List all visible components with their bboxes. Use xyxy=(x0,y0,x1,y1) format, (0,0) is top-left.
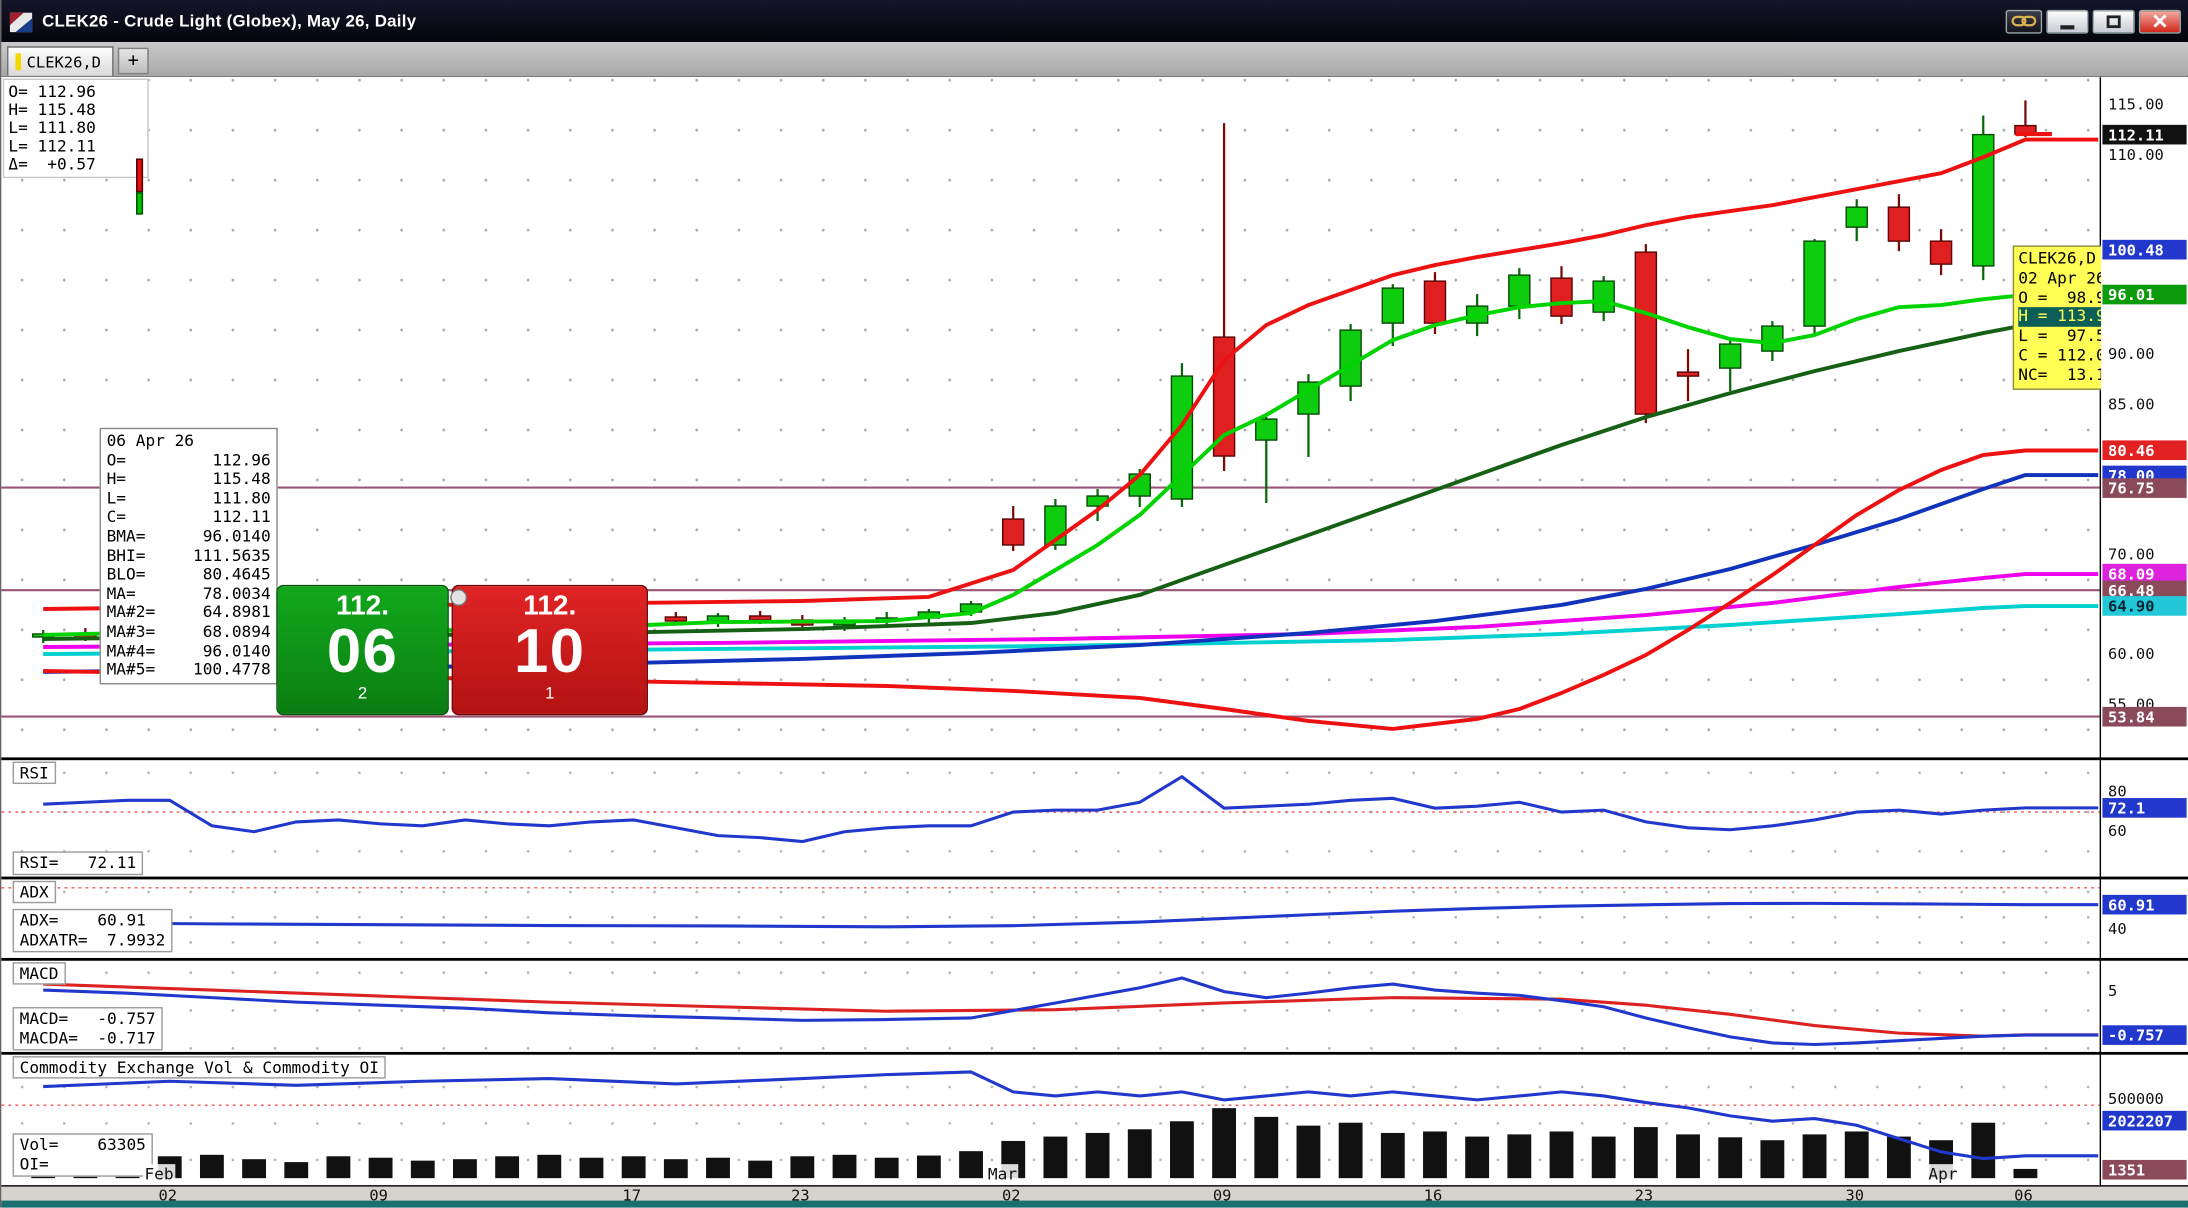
dom-drag-handle[interactable] xyxy=(450,589,468,606)
minimize-button[interactable] xyxy=(2046,9,2089,33)
volume-title: Commodity Exchange Vol & Commodity OI xyxy=(12,1056,386,1079)
quote-box: O= 112.96 H= 115.48 L= 111.80 L= 112.11 Δ= +… xyxy=(2,78,149,179)
ask-button[interactable]: 112. 10 1 xyxy=(451,584,648,716)
ask-price-prefix: 112. xyxy=(523,590,577,622)
rsi-panel[interactable]: RSI RSI= 72.11 xyxy=(1,757,2102,877)
panel-separator[interactable] xyxy=(1,1051,2188,1055)
adx-line xyxy=(43,901,2099,929)
adx-chart-canvas[interactable] xyxy=(1,877,2102,958)
tab-bar: CLEK26,D + xyxy=(1,42,2188,78)
candlesticks xyxy=(31,100,2037,643)
bollinger-low xyxy=(43,448,2099,731)
date-label: 09 xyxy=(369,1186,388,1205)
ma-magenta xyxy=(43,572,2099,649)
volume-chart-canvas[interactable] xyxy=(1,1052,2102,1185)
volume-oi-panel[interactable]: Commodity Exchange Vol & Commodity OI Vo… xyxy=(1,1051,2102,1186)
time-axis[interactable]: 02 09 17 23 02 09 16 23 30 06 xyxy=(1,1185,2188,1205)
rsi-title: RSI xyxy=(12,761,56,785)
date-label: 02 xyxy=(158,1186,178,1205)
axis-divider xyxy=(2099,77,2102,1204)
adx-title: ADX xyxy=(12,880,56,904)
ask-size: 1 xyxy=(545,683,555,703)
volume-readout: Vol= 63305 OI= xyxy=(12,1133,153,1177)
rsi-readout: RSI= 72.11 xyxy=(12,850,144,876)
panel-separator[interactable] xyxy=(1,876,2188,880)
tab-clek26d[interactable]: CLEK26,D xyxy=(7,46,114,76)
window-title: CLEK26 - Crude Light (Globex), May 26, D… xyxy=(42,11,417,31)
price-axis[interactable] xyxy=(2101,77,2188,1204)
bid-button[interactable]: 112. 06 2 xyxy=(276,584,449,716)
adx-panel[interactable]: ADX ADX= 60.91 ADXATR= 7.9932 xyxy=(1,876,2102,958)
ma-fast xyxy=(43,292,2099,637)
mini-candle-icon xyxy=(136,158,144,215)
date-label: 02 xyxy=(1001,1186,1021,1205)
rsi-line xyxy=(43,774,2099,844)
tab-label: CLEK26,D xyxy=(26,52,101,71)
macd-readout: MACD= -0.757 MACDA= -0.717 xyxy=(12,1007,163,1051)
date-label: 30 xyxy=(1845,1186,1865,1205)
link-icon[interactable] xyxy=(2005,9,2043,33)
bid-price-big: 06 xyxy=(326,617,399,686)
data-box[interactable]: 06 Apr 26 O= 112.96 H= 115.48 L= 111.80 C= 112.1… xyxy=(99,427,278,685)
window-bottom-edge xyxy=(1,1200,2188,1208)
ma-blue xyxy=(43,473,2099,674)
bollinger-high xyxy=(43,137,2099,611)
date-label: 17 xyxy=(622,1186,641,1205)
maximize-button[interactable] xyxy=(2092,9,2135,33)
macd-title: MACD xyxy=(12,962,66,985)
chart-tooltip: CLEK26,D02 Apr 26O = 98.92H = 113.97L = … xyxy=(2012,245,2102,390)
date-label: 09 xyxy=(1212,1186,1232,1205)
date-label: 23 xyxy=(791,1186,810,1205)
date-label: 06 xyxy=(2014,1186,2033,1205)
close-button[interactable] xyxy=(2138,9,2181,33)
adx-readout: ADX= 60.91 ADXATR= 7.9932 xyxy=(12,908,173,953)
macd-panel[interactable]: MACD MACD= -0.757 MACDA= -0.717 xyxy=(1,957,2102,1052)
date-label: 16 xyxy=(1423,1186,1443,1205)
add-tab-button[interactable]: + xyxy=(117,47,149,75)
macd-chart-canvas[interactable] xyxy=(1,958,2101,1052)
bid-price-prefix: 112. xyxy=(336,590,390,622)
macd-line xyxy=(43,976,2099,1047)
dom-trade-buttons: 112. 06 2 112. 10 1 xyxy=(276,584,648,716)
macd-signal-line xyxy=(43,982,2099,1038)
volume-bars xyxy=(31,1108,2038,1179)
panel-separator[interactable] xyxy=(1,757,2188,761)
main-price-panel[interactable]: O= 112.96 H= 115.48 L= 111.80 L= 112.11 Δ= +… xyxy=(1,77,2102,758)
ask-price-big: 10 xyxy=(514,617,586,686)
bid-size: 2 xyxy=(357,683,368,703)
panel-separator[interactable] xyxy=(1,957,2188,961)
active-tab-marker xyxy=(15,53,22,71)
rsi-chart-canvas[interactable] xyxy=(1,757,2102,876)
date-label: 23 xyxy=(1634,1186,1654,1205)
title-bar[interactable]: CLEK26 - Crude Light (Globex), May 26, D… xyxy=(1,0,2188,43)
ma-slow xyxy=(43,323,2099,641)
open-interest-line xyxy=(43,1070,2099,1161)
app-icon xyxy=(9,11,33,33)
